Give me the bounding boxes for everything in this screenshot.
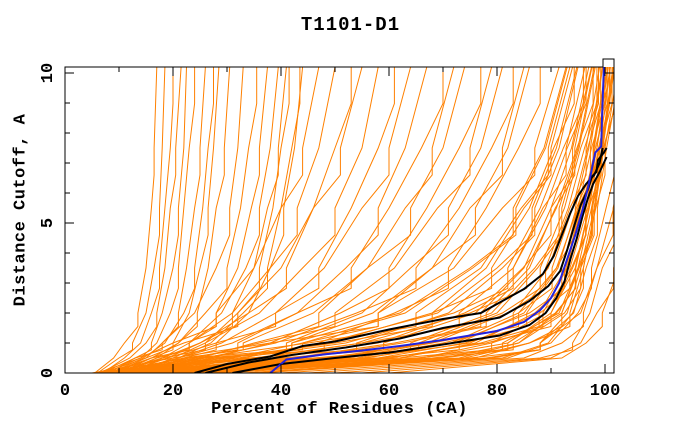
server-model-curve	[129, 67, 268, 373]
highlighted-model-black-2	[205, 147, 608, 373]
server-model-curve	[259, 104, 614, 373]
server-model-curve	[118, 67, 444, 373]
server-model-curve	[118, 67, 279, 373]
x-tick-label: 0	[60, 382, 70, 401]
server-model-curve	[110, 67, 412, 373]
server-model-curve	[110, 67, 575, 373]
x-tick-label: 20	[163, 382, 183, 401]
server-model-curve	[99, 67, 182, 373]
server-model-curve	[97, 67, 166, 373]
y-axis-label: Distance Cutoff, A	[11, 113, 31, 307]
server-model-curve	[388, 280, 614, 373]
server-model-curve	[110, 67, 214, 373]
server-model-curve	[129, 67, 514, 373]
chart-title: T1101-D1	[300, 14, 401, 36]
server-model-curve	[108, 67, 336, 373]
x-tick-label: 40	[271, 382, 291, 401]
server-model-curve	[151, 67, 525, 373]
x-tick-label: 80	[487, 382, 507, 401]
best-model-blue	[269, 67, 605, 373]
server-model-curve	[113, 67, 379, 373]
y-tick-label: 10	[39, 63, 58, 83]
server-model-curve	[124, 67, 586, 373]
server-model-curve	[100, 67, 578, 373]
server-model-curve	[135, 67, 290, 373]
server-model-curve	[97, 67, 320, 373]
server-model-curve	[94, 67, 158, 373]
curves-layer	[91, 67, 614, 373]
server-model-curve	[183, 67, 609, 373]
server-model-curve	[124, 67, 493, 373]
server-model-curve	[280, 174, 614, 373]
x-axis-label: Percent of Residues (CA)	[211, 400, 468, 419]
server-model-curve	[102, 67, 363, 373]
server-model-curve	[307, 205, 614, 373]
server-model-curve	[129, 67, 601, 373]
server-model-curve	[124, 67, 231, 373]
server-model-curve	[91, 67, 560, 373]
y-tick-label: 5	[39, 218, 58, 228]
server-model-curve	[124, 67, 287, 373]
server-model-curve	[107, 67, 187, 373]
server-model-curve	[140, 67, 599, 373]
server-model-curve	[97, 67, 567, 373]
x-tick-label: 100	[590, 382, 621, 401]
y-tick-label: 0	[39, 368, 58, 378]
server-model-curve	[124, 67, 395, 373]
server-model-curve	[118, 67, 352, 373]
server-model-curve	[132, 67, 301, 373]
x-tick-label: 60	[379, 382, 399, 401]
server-model-curve	[105, 67, 196, 373]
server-model-curve	[210, 67, 611, 373]
highlighted-model-black-3	[232, 156, 608, 373]
server-model-curve	[334, 243, 614, 373]
server-model-curve	[253, 201, 614, 373]
server-model-curve	[102, 67, 174, 373]
